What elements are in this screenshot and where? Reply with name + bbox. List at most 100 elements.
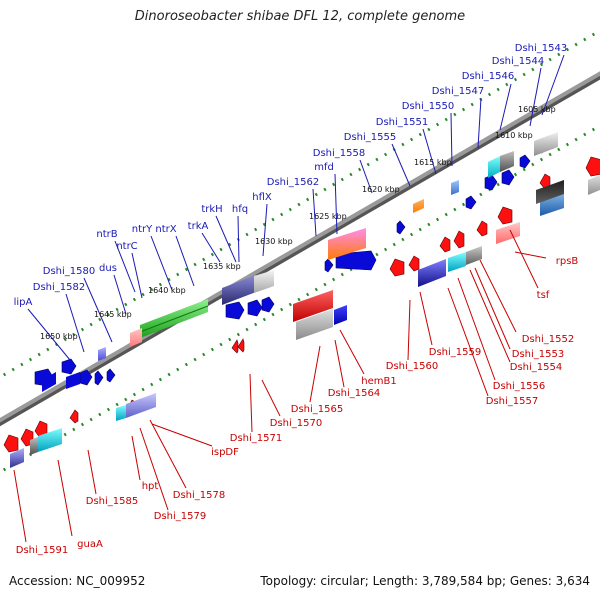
leader-line bbox=[65, 293, 85, 353]
gene-label: ntrX bbox=[155, 224, 176, 235]
gene-label: rpsB bbox=[556, 256, 579, 267]
backbone-line bbox=[0, 71, 600, 423]
tsf-block bbox=[496, 222, 520, 244]
leader-line bbox=[419, 291, 433, 346]
gene-label: trkH bbox=[201, 204, 222, 215]
leader-line bbox=[13, 469, 27, 543]
leader-line bbox=[57, 459, 73, 537]
leader-line bbox=[151, 423, 213, 447]
gene-label: Dshi_1564 bbox=[328, 388, 380, 399]
orange-block bbox=[413, 199, 424, 213]
gene-label: hflX bbox=[252, 192, 272, 203]
gene-label: Dshi_1544 bbox=[492, 56, 544, 67]
scale-label: 1615 kbp bbox=[414, 158, 452, 167]
leader-line bbox=[450, 112, 453, 167]
gene-label: Dshi_1550 bbox=[402, 101, 454, 112]
leader-line bbox=[131, 252, 143, 299]
cyan-block bbox=[488, 156, 500, 178]
dark-block bbox=[536, 180, 564, 204]
genome-info-text: Topology: circular; Length: 3,789,584 bp… bbox=[260, 574, 590, 588]
forward-gene-arrow bbox=[465, 195, 477, 210]
gene-label: Dshi_1560 bbox=[386, 361, 438, 372]
leader-line bbox=[139, 427, 169, 511]
leader-line bbox=[83, 277, 113, 343]
gray-block bbox=[466, 246, 482, 265]
leader-line bbox=[529, 67, 542, 127]
scale-label: 1610 kbp bbox=[495, 131, 533, 140]
map-title: Dinoroseobacter shibae DFL 12, complete … bbox=[134, 9, 466, 24]
genome-backbone bbox=[0, 71, 600, 427]
gene-label: Dshi_1562 bbox=[267, 177, 319, 188]
leader-line bbox=[359, 159, 373, 194]
gray-block bbox=[30, 437, 38, 455]
forward-gene-arrow bbox=[61, 358, 77, 375]
leader-line bbox=[149, 419, 187, 489]
cyan-block bbox=[448, 252, 466, 272]
scale-label: 1645 kbp bbox=[94, 310, 132, 319]
leader-line bbox=[215, 215, 237, 263]
leader-line bbox=[447, 287, 489, 397]
reverse-gene-arrow bbox=[476, 220, 488, 237]
scale-label: 1635 kbp bbox=[203, 262, 241, 271]
mfd-block bbox=[328, 228, 366, 260]
leader-line bbox=[312, 188, 317, 237]
forward-gene-arrow bbox=[335, 250, 377, 271]
gene-label: Dshi_1556 bbox=[493, 381, 545, 392]
gene-label: Dshi_1551 bbox=[376, 117, 428, 128]
scale-label: 1625 kbp bbox=[309, 212, 347, 221]
gene-label: ntrY bbox=[132, 224, 153, 235]
dus-block bbox=[98, 347, 106, 361]
gene-label: ntrC bbox=[116, 241, 137, 252]
cyan-block bbox=[116, 405, 126, 421]
forward-gene-arrow bbox=[261, 296, 275, 313]
gene-label: Dshi_1546 bbox=[462, 71, 514, 82]
leader-line bbox=[391, 143, 411, 187]
light-blue-block bbox=[451, 180, 459, 195]
forward-gene-arrow bbox=[106, 368, 116, 383]
scale-label: 1640 kbp bbox=[148, 286, 186, 295]
leader-line bbox=[499, 83, 512, 131]
gene-label: hpt bbox=[142, 481, 159, 492]
gray-block bbox=[588, 175, 600, 195]
reverse-gene-arrow bbox=[69, 409, 79, 424]
purple-block bbox=[126, 393, 156, 418]
scale-label: 1650 kbp bbox=[40, 332, 78, 341]
gene-label: mfd bbox=[314, 162, 334, 173]
gray-block bbox=[534, 132, 558, 156]
reverse-gene-arrow bbox=[389, 258, 405, 277]
labels: 1605 kbp 1610 kbp 1615 kbp 1620 kbp 1625 kbp… bbox=[14, 43, 579, 556]
leader-line bbox=[261, 379, 281, 417]
reverse-gene-arrow bbox=[231, 339, 239, 354]
leader-line bbox=[113, 274, 127, 315]
leader-line bbox=[309, 345, 321, 403]
leader-line bbox=[541, 54, 565, 116]
leader-line bbox=[114, 240, 136, 293]
leader-line bbox=[175, 235, 195, 287]
scale-label: 1630 kbp bbox=[255, 237, 293, 246]
guaA-block bbox=[38, 428, 62, 452]
leader-line bbox=[334, 339, 345, 388]
reverse-gene-arrow bbox=[453, 230, 465, 249]
gene-label: ispDF bbox=[211, 447, 239, 458]
scale-label: 1605 kbp bbox=[518, 105, 556, 114]
leader-line bbox=[27, 308, 71, 361]
leader-line bbox=[422, 128, 437, 175]
gene-label: Dshi_1580 bbox=[43, 266, 95, 277]
purple-block bbox=[10, 448, 24, 468]
gene-label: Dshi_1554 bbox=[510, 362, 562, 373]
scale-label: 1620 kbp bbox=[362, 185, 400, 194]
gene-label: hfq bbox=[232, 204, 248, 215]
blue-block bbox=[334, 305, 347, 325]
leader-line bbox=[457, 277, 496, 381]
gene-block-pink bbox=[130, 328, 142, 347]
reverse-gene-arrow bbox=[237, 338, 245, 353]
gene-label: Dshi_1578 bbox=[173, 490, 225, 501]
forward-gene-arrow bbox=[225, 301, 245, 320]
leader-line bbox=[249, 373, 253, 433]
gene-label: Dshi_1557 bbox=[486, 396, 538, 407]
leader-line bbox=[262, 203, 268, 257]
gene-label: Dshi_1558 bbox=[313, 148, 365, 159]
gene-label: ntrB bbox=[96, 229, 117, 240]
leader-line bbox=[334, 173, 338, 235]
